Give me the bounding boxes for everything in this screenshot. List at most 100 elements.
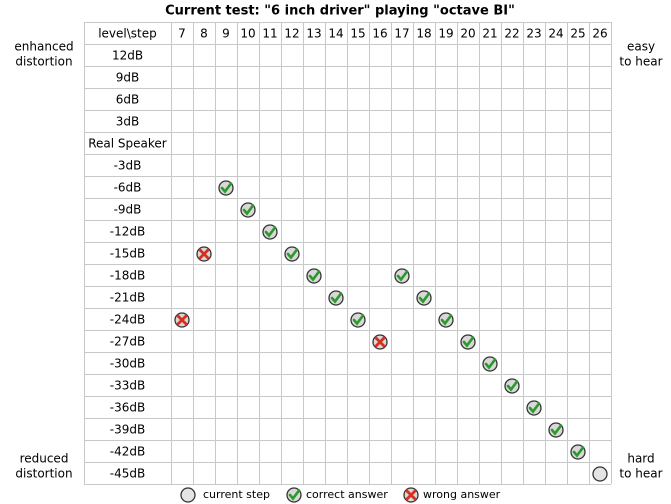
step-header: 7 [178,27,186,41]
wrong-icon [196,246,212,262]
legend-label: current step [203,488,270,501]
correct-icon [328,290,344,306]
icon-cross [374,336,386,348]
row-label: 9dB [116,71,139,85]
row-label: -42dB [110,445,145,459]
side-label: distortion [15,55,72,69]
step-header: 14 [328,27,343,41]
row-label: -27dB [110,335,145,349]
correct-icon [240,202,256,218]
correct-icon [416,290,432,306]
step-header: 21 [482,27,497,41]
correct-icon [570,444,586,460]
step-header: 8 [200,27,208,41]
icon-check [330,292,343,304]
row-label: -45dB [110,467,145,481]
step-header: 26 [592,27,607,41]
correct-icon [526,400,542,416]
correct-icon [504,378,520,394]
row-label: -6dB [114,181,142,195]
icon-circle [180,487,196,503]
step-header: 18 [416,27,431,41]
current-icon [180,487,196,503]
step-header: 15 [350,27,365,41]
icon-check [288,489,301,501]
correct-icon [482,356,498,372]
row-label: -15dB [110,247,145,261]
icon-cross [198,248,210,260]
correct-icon [438,312,454,328]
step-header: 17 [394,27,409,41]
correct-icon [460,334,476,350]
row-label: 12dB [112,49,143,63]
wrong-icon [403,487,419,503]
side-label: to hear [619,467,662,481]
side-label: hard [627,452,654,466]
step-header: 24 [548,27,563,41]
step-header: 20 [460,27,475,41]
icon-check [286,248,299,260]
row-label: -9dB [114,203,142,217]
step-header: 16 [372,27,387,41]
icon-check [264,226,277,238]
side-label: enhanced [14,40,73,54]
icon-check [528,402,541,414]
row-label: -36dB [110,401,145,415]
correct-icon [548,422,564,438]
icon-check [352,314,365,326]
icon-check [418,292,431,304]
icon-check [506,380,519,392]
step-header: 12 [284,27,299,41]
correct-icon [286,487,302,503]
row-label: 6dB [116,93,139,107]
row-label: -21dB [110,291,145,305]
icon-check [220,182,233,194]
side-label: to hear [619,55,662,69]
icon-check [440,314,453,326]
side-label: distortion [15,467,72,481]
step-header: 11 [262,27,277,41]
icon-check [484,358,497,370]
icon-check [308,270,321,282]
side-label: easy [627,40,655,54]
icon-check [462,336,475,348]
row-label: -39dB [110,423,145,437]
result-table: level\step 7 8 9 10 11 12 13 14 15 16 17 18 19 20 21 22 2… [84,22,612,485]
row-label: 3dB [116,115,139,129]
step-header: 13 [306,27,321,41]
icon-cross [176,314,188,326]
step-header: 23 [526,27,541,41]
correct-icon [218,180,234,196]
step-header: 9 [222,27,230,41]
icon-check [242,204,255,216]
row-label: -33dB [110,379,145,393]
correct-icon [350,312,366,328]
row-label: -3dB [114,159,142,173]
correct-icon [306,268,322,284]
wrong-icon [372,334,388,350]
icon-circle [592,466,608,482]
row-label: -12dB [110,225,145,239]
step-header: 22 [504,27,519,41]
icon-cross [405,489,417,501]
row-label: -18dB [110,269,145,283]
legend-label: correct answer [306,488,388,501]
legend-label: wrong answer [423,488,501,501]
correct-icon [394,268,410,284]
row-label: -30dB [110,357,145,371]
row-label: -24dB [110,313,145,327]
icon-check [550,424,563,436]
correct-icon [284,246,300,262]
icon-check [572,446,585,458]
title: Current test: "6 inch driver" playing "o… [165,4,515,19]
corner-header: level\step [98,27,157,41]
step-header: 10 [240,27,255,41]
wrong-icon [174,312,190,328]
side-label: reduced [20,452,69,466]
step-header: 19 [438,27,453,41]
correct-icon [262,224,278,240]
current-icon [592,466,608,482]
icon-check [396,270,409,282]
row-label: Real Speaker [88,137,167,151]
